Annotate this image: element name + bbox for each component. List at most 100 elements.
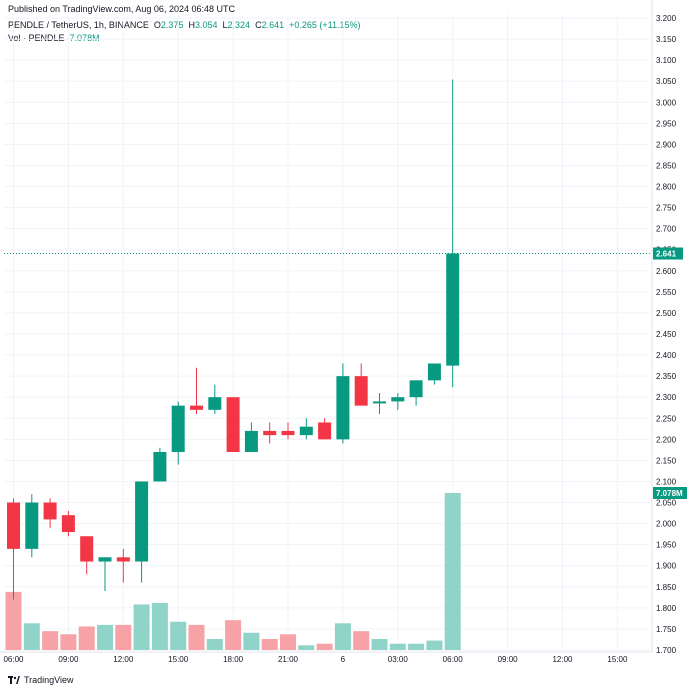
- candle-body: [263, 430, 277, 436]
- candle-body: [373, 401, 386, 404]
- published-line: Published on TradingView.com, Aug 06, 20…: [8, 4, 235, 14]
- time-tick-label: 12:00: [552, 655, 573, 664]
- volume-bar: [170, 621, 187, 650]
- volume-bar: [97, 624, 113, 650]
- candle-body: [135, 481, 149, 562]
- price-tick-label: 2.400: [656, 351, 677, 360]
- candle-body: [116, 557, 130, 562]
- time-tick-label: 06:00: [443, 655, 464, 664]
- price-tick-label: 2.700: [656, 225, 677, 234]
- candle-body: [171, 405, 185, 452]
- candle-body: [281, 430, 295, 436]
- candles: [7, 79, 460, 600]
- time-tick-label: 6: [341, 655, 346, 664]
- volume-bar: [243, 632, 260, 650]
- price-tick-label: 3.000: [656, 98, 677, 107]
- candle-body: [427, 363, 441, 381]
- price-tick-label: 2.100: [656, 477, 677, 486]
- low-label: L: [222, 20, 228, 30]
- price-tick-label: 2.150: [656, 456, 677, 465]
- price-tick-label: 1.850: [656, 583, 677, 592]
- candle-body: [409, 380, 423, 398]
- price-tick-label: 2.200: [656, 435, 677, 444]
- volume-bar: [206, 639, 223, 650]
- last-price-badge-text: 2.641: [656, 250, 677, 259]
- price-tick-label: 1.750: [656, 625, 677, 634]
- time-tick-label: 03:00: [388, 655, 409, 664]
- candle-body: [318, 422, 332, 440]
- time-tick-label: 09:00: [498, 655, 519, 664]
- price-tick-label: 3.200: [656, 14, 677, 23]
- symbol-label[interactable]: PENDLE / TetherUS, 1h, BINANCE: [8, 20, 149, 30]
- price-tick-label: 2.600: [656, 267, 677, 276]
- volume-bar: [444, 493, 461, 650]
- volume-legend: Vol · PENDLE 7.078M: [8, 33, 100, 43]
- candle-body: [25, 502, 39, 549]
- volume-bar: [426, 640, 443, 650]
- price-tick-label: 2.450: [656, 330, 677, 339]
- footer-brand[interactable]: TradingView: [24, 675, 74, 685]
- grid-lines: [4, 14, 650, 651]
- volume-bar: [408, 643, 425, 650]
- time-tick-label: 12:00: [113, 655, 134, 664]
- volume-bar: [42, 631, 59, 650]
- volume-bar: [353, 631, 370, 650]
- volume-bar: [371, 639, 388, 650]
- candle-body: [354, 376, 368, 406]
- time-axis[interactable]: 06:00 09:00 12:00 15:00 18:00 21:00 6 03:00 06:0…: [0, 651, 652, 664]
- candle-body: [244, 430, 258, 452]
- price-tick-label: 2.800: [656, 183, 677, 192]
- price-axis[interactable]: 1.700 1.750 1.800 1.850 1.900 1.950 2.000 2.050…: [651, 0, 677, 655]
- candle-body: [391, 397, 405, 402]
- volume-bar: [316, 643, 333, 650]
- volume-value: 7.078M: [69, 33, 100, 43]
- price-tick-label: 2.050: [656, 499, 677, 508]
- price-tick-label: 1.900: [656, 562, 677, 571]
- close-value: 2.641: [261, 20, 285, 30]
- price-tick-label: 2.300: [656, 393, 677, 402]
- volume-bar: [280, 634, 296, 650]
- time-tick-label: 15:00: [168, 655, 189, 664]
- price-tick-label: 2.850: [656, 161, 677, 170]
- volume-bar: [60, 634, 77, 650]
- candle-body: [7, 502, 20, 549]
- last-volume-badge: 7.078M: [653, 487, 687, 499]
- last-volume-badge-bg: [653, 487, 687, 499]
- candle-body: [208, 397, 222, 410]
- time-tick-label: 18:00: [223, 655, 244, 664]
- close-label: C: [255, 20, 262, 30]
- last-price-badge: 2.641: [653, 247, 683, 260]
- price-tick-label: 2.900: [656, 140, 677, 149]
- volume-bar: [261, 639, 278, 650]
- high-label: H: [188, 20, 195, 30]
- candle-body: [61, 515, 75, 533]
- volume-bar: [188, 624, 205, 650]
- change-value: +0.265 (+11.15%): [289, 20, 361, 30]
- price-tick-label: 3.100: [656, 56, 677, 65]
- price-tick-label: 2.550: [656, 288, 677, 297]
- volume-bars: [5, 493, 461, 650]
- price-tick-label: 2.350: [656, 372, 677, 381]
- volume-bar: [78, 626, 95, 650]
- open-value: 2.375: [160, 20, 184, 30]
- tradingview-logo-icon: [8, 676, 20, 684]
- candle-body: [190, 405, 203, 410]
- volume-bar: [115, 624, 132, 650]
- volume-bar: [334, 623, 351, 650]
- price-tick-label: 2.000: [656, 520, 677, 529]
- time-tick-label: 21:00: [278, 655, 299, 664]
- time-tick-label: 15:00: [607, 655, 628, 664]
- high-value: 3.054: [194, 20, 218, 30]
- candle-body: [80, 536, 94, 562]
- volume-label[interactable]: Vol · PENDLE: [8, 33, 65, 43]
- candle-body: [98, 557, 112, 562]
- ohlc-legend: PENDLE / TetherUS, 1h, BINANCE O2.375 H3…: [8, 20, 361, 30]
- time-tick-label: 06:00: [3, 655, 24, 664]
- price-tick-label: 2.750: [656, 204, 677, 213]
- candle-body: [446, 253, 460, 366]
- candle-body: [299, 426, 313, 436]
- price-tick-label: 2.250: [656, 414, 677, 423]
- price-tick-label: 1.800: [656, 604, 677, 613]
- price-tick-label: 3.050: [656, 77, 677, 86]
